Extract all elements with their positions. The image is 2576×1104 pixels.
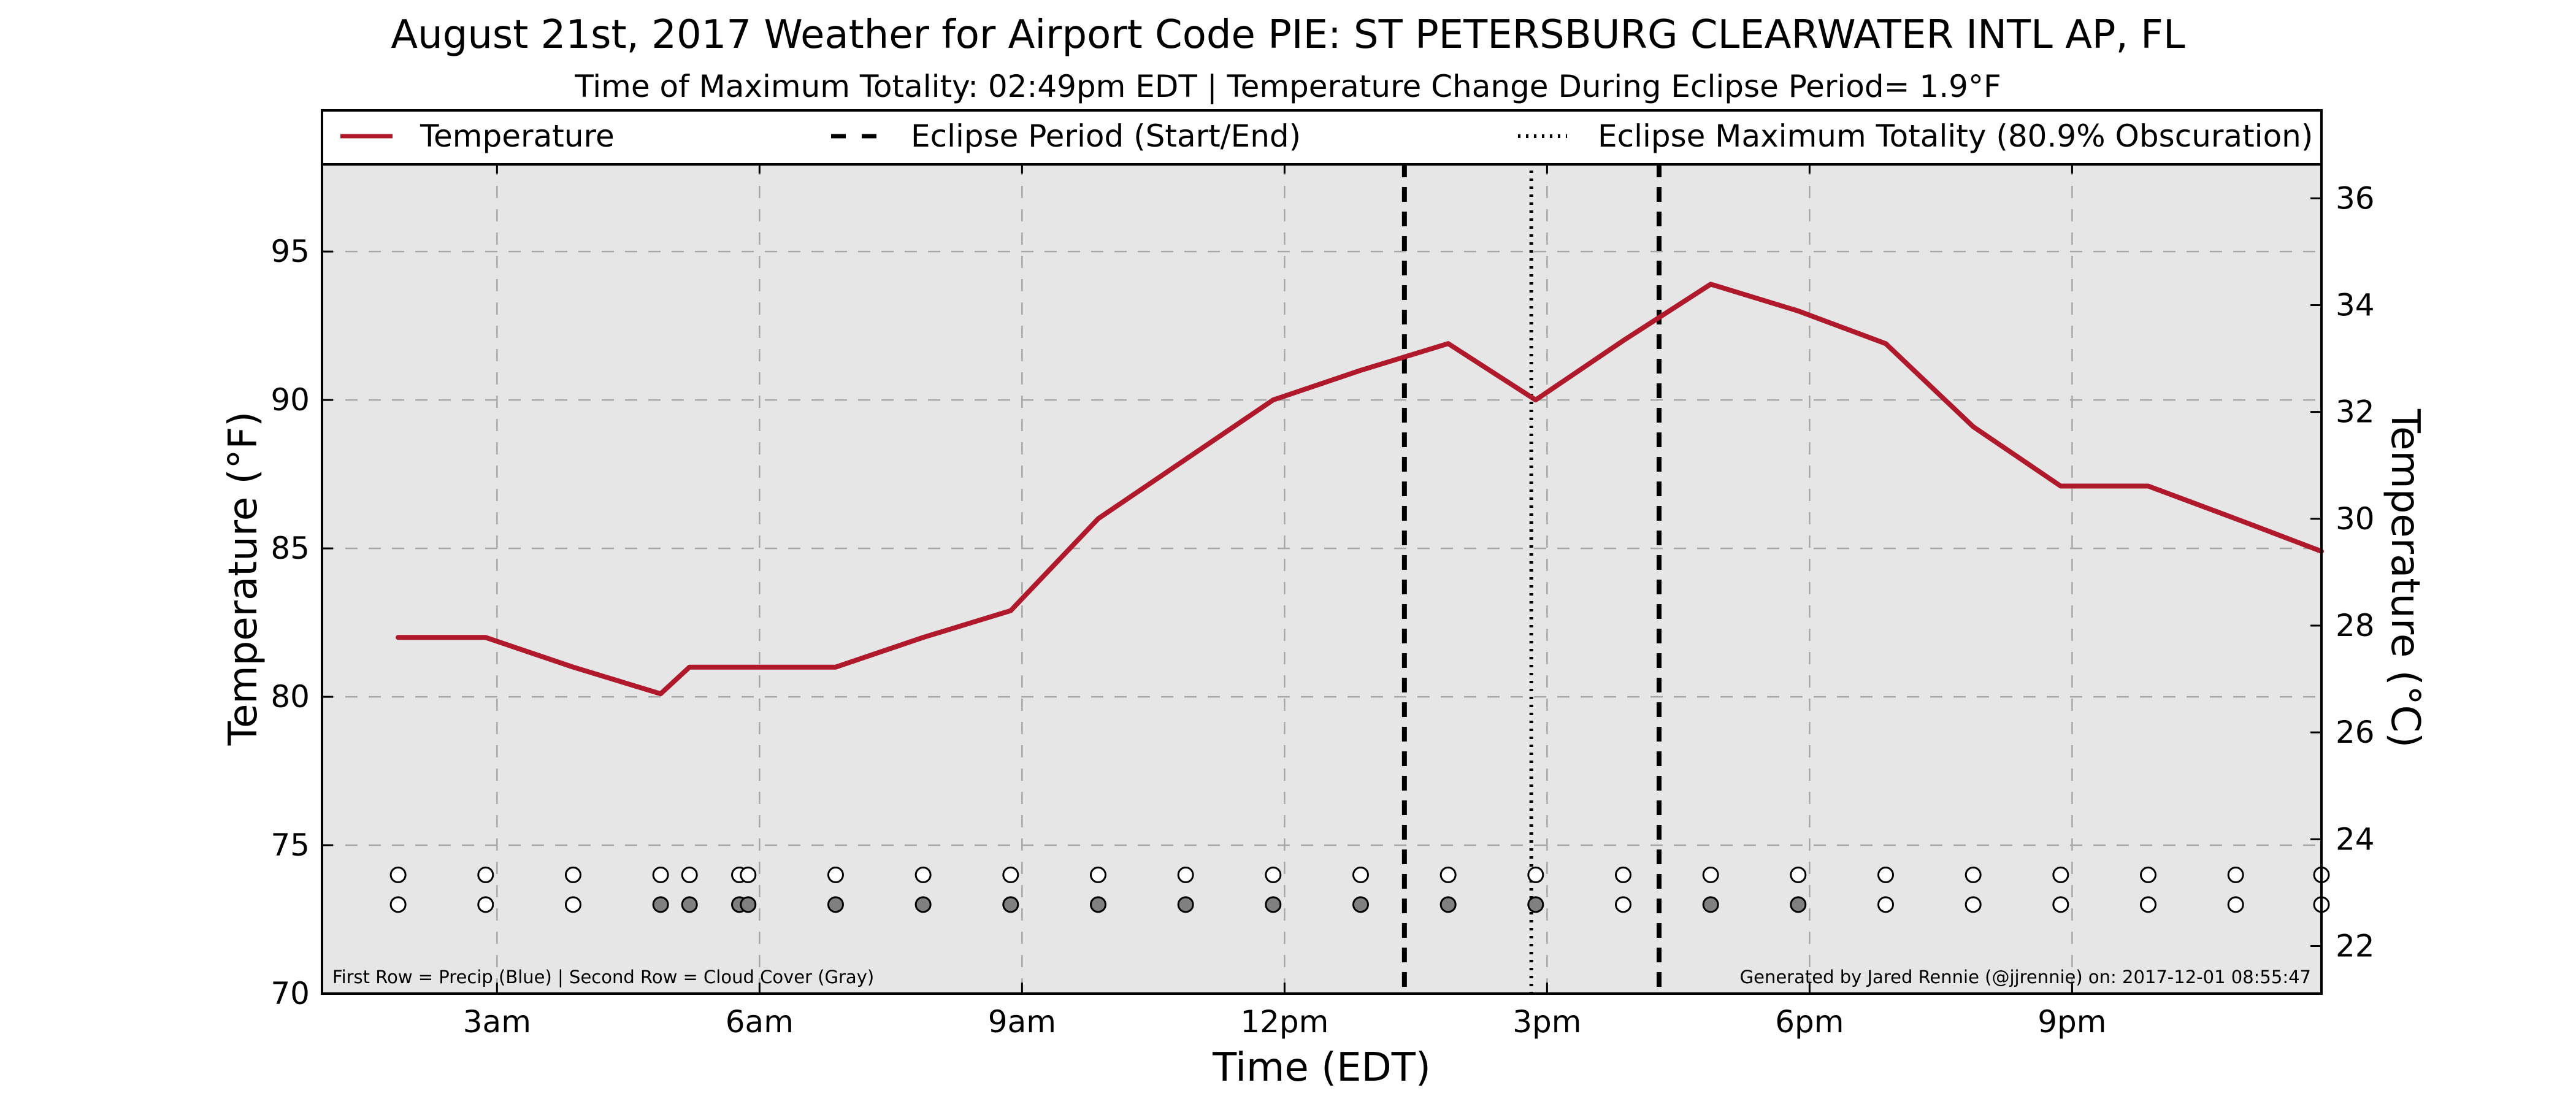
series-layer	[396, 282, 2324, 697]
cloud-cover-marker	[1614, 896, 1631, 913]
cloud-cover-marker	[1965, 896, 1982, 913]
legend-max-totality-label: Eclipse Maximum Totality (80.9% Obscurat…	[1598, 118, 2313, 154]
cloud-cover-marker	[827, 896, 844, 913]
legend-eclipse-period-label: Eclipse Period (Start/End)	[911, 118, 1301, 154]
y-axis-label: Temperature (°F)	[221, 412, 266, 746]
legend-box	[321, 109, 2323, 166]
y2-tick-label: 26	[2336, 715, 2375, 750]
x-tick-label: 3pm	[1512, 1004, 1581, 1040]
cloud-cover-marker	[477, 896, 494, 913]
footnote-right: Generated by Jared Rennie (@jjrennie) on…	[1740, 967, 2311, 987]
legend-temperature-label: Temperature	[420, 118, 615, 154]
cloud-cover-marker	[2227, 896, 2244, 913]
precip-marker	[1877, 866, 1895, 883]
precip-marker	[1790, 866, 1807, 883]
cloud-cover-marker	[2052, 896, 2069, 913]
precip-marker	[681, 866, 698, 883]
chart-title: August 21st, 2017 Weather for Airport Co…	[391, 12, 2185, 58]
cloud-cover-marker	[2140, 896, 2157, 913]
temperature-line	[396, 282, 2324, 697]
precip-marker	[1702, 866, 1719, 883]
precip-marker	[1965, 866, 1982, 883]
precip-marker	[1002, 866, 1019, 883]
precip-marker	[389, 866, 407, 883]
x-tick-label: 6pm	[1775, 1004, 1844, 1040]
precip-marker	[652, 866, 669, 883]
cloud-cover-marker	[1702, 896, 1719, 913]
precip-marker	[1177, 866, 1194, 883]
precip-marker	[1527, 866, 1544, 883]
y2-axis-label: Temperature (°C)	[2382, 408, 2428, 748]
y-tick-labels: 70 75 80 85 90 95	[270, 234, 310, 1011]
cloud-cover-marker	[389, 896, 407, 913]
x-tick-label: 3am	[463, 1004, 531, 1040]
precip-marker	[564, 866, 581, 883]
x-tick-label: 9pm	[2037, 1004, 2106, 1040]
indicator-markers	[389, 866, 2330, 913]
precip-marker	[1089, 866, 1106, 883]
grid-layer	[322, 163, 2321, 995]
y2-tick-labels: 22 24 26 28 30 32 34 36	[2336, 180, 2375, 964]
cloud-cover-marker	[652, 896, 669, 913]
cloud-cover-marker	[914, 896, 932, 913]
precip-marker	[1265, 866, 1282, 883]
cloud-cover-marker	[1265, 896, 1282, 913]
precip-marker	[1352, 866, 1369, 883]
cloud-cover-marker	[1527, 896, 1544, 913]
y-tick-label: 90	[270, 382, 310, 418]
y-tick-label: 95	[270, 234, 310, 269]
y-tick-label: 80	[270, 679, 310, 715]
y2-tick-label: 30	[2336, 501, 2375, 537]
cloud-cover-marker	[1790, 896, 1807, 913]
x-tick-labels: 3am 6am 9am 12pm 3pm 6pm 9pm	[463, 1004, 2107, 1040]
x-tick-label: 6am	[726, 1004, 794, 1040]
x-axis-label: Time (EDT)	[1212, 1045, 1431, 1091]
precip-marker	[1614, 866, 1631, 883]
precip-marker	[477, 866, 494, 883]
precip-marker	[827, 866, 844, 883]
precip-marker	[2227, 866, 2244, 883]
precip-marker	[1439, 866, 1457, 883]
precip-marker	[2140, 866, 2157, 883]
y-tick-label: 75	[270, 827, 310, 863]
eclipse-lines	[1401, 163, 1662, 994]
cloud-cover-marker	[1877, 896, 1895, 913]
y2-tick-label: 32	[2336, 394, 2375, 430]
cloud-cover-marker	[1002, 896, 1019, 913]
cloud-cover-marker	[1352, 896, 1369, 913]
y2-tick-label: 34	[2336, 288, 2375, 323]
cloud-cover-marker	[1089, 896, 1106, 913]
footnote-left: First Row = Precip (Blue) | Second Row =…	[332, 967, 874, 987]
y2-tick-label: 22	[2336, 928, 2375, 964]
cloud-cover-marker	[1439, 896, 1457, 913]
plot-area	[322, 163, 2321, 994]
y2-tick-label: 28	[2336, 608, 2375, 643]
y-tick-label: 70	[270, 976, 310, 1011]
precip-marker	[740, 866, 757, 883]
cloud-cover-marker	[740, 896, 757, 913]
cloud-cover-marker	[564, 896, 581, 913]
precip-marker	[914, 866, 932, 883]
chart-subtitle: Time of Maximum Totality: 02:49pm EDT | …	[574, 69, 2001, 104]
precip-marker	[2052, 866, 2069, 883]
cloud-cover-marker	[1177, 896, 1194, 913]
x-tick-label: 12pm	[1240, 1004, 1328, 1040]
x-tick-label: 9am	[988, 1004, 1056, 1040]
y2-tick-label: 36	[2336, 180, 2375, 216]
y2-tick-label: 24	[2336, 821, 2375, 857]
y-tick-label: 85	[270, 531, 310, 566]
cloud-cover-marker	[681, 896, 698, 913]
